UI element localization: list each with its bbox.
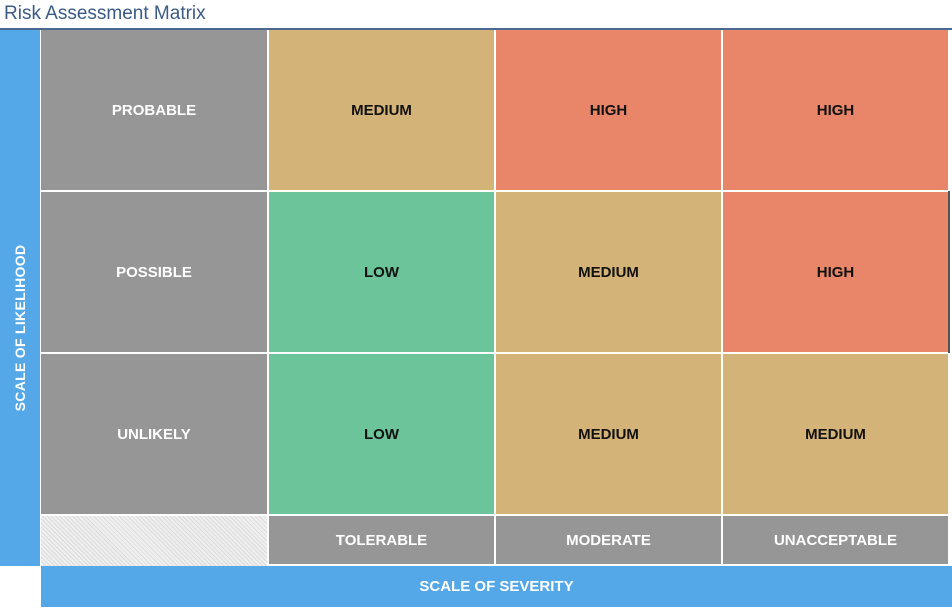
x-axis-label: SCALE OF SEVERITY [419,578,574,595]
risk-cell: MEDIUM [723,354,948,514]
corner-cell [41,516,267,566]
risk-cell: HIGH [723,30,948,190]
risk-cell: HIGH [496,30,721,190]
title-underline [0,28,952,30]
column-header-unacceptable: UNACCEPTABLE [723,516,948,564]
column-header-tolerable: TOLERABLE [269,516,494,564]
column-header-moderate: MODERATE [496,516,721,564]
risk-cell: MEDIUM [269,30,494,190]
risk-cell: LOW [269,192,494,352]
risk-cell: LOW [269,354,494,514]
row-header-unlikely: UNLIKELY [41,354,267,514]
y-axis-label: SCALE OF LIKELIHOOD [12,244,28,412]
risk-matrix-grid: PROBABLE POSSIBLE UNLIKELY MEDIUM HIGH H… [41,30,952,566]
risk-cell: MEDIUM [496,192,721,352]
page-title: Risk Assessment Matrix [4,3,206,24]
row-header-possible: POSSIBLE [41,192,267,352]
row-header-probable: PROBABLE [41,30,267,190]
cell-edge-line [948,191,950,353]
y-axis-band: SCALE OF LIKELIHOOD [0,30,40,566]
risk-cell: HIGH [723,192,948,352]
risk-cell: MEDIUM [496,354,721,514]
x-axis-band: SCALE OF SEVERITY [41,566,952,607]
